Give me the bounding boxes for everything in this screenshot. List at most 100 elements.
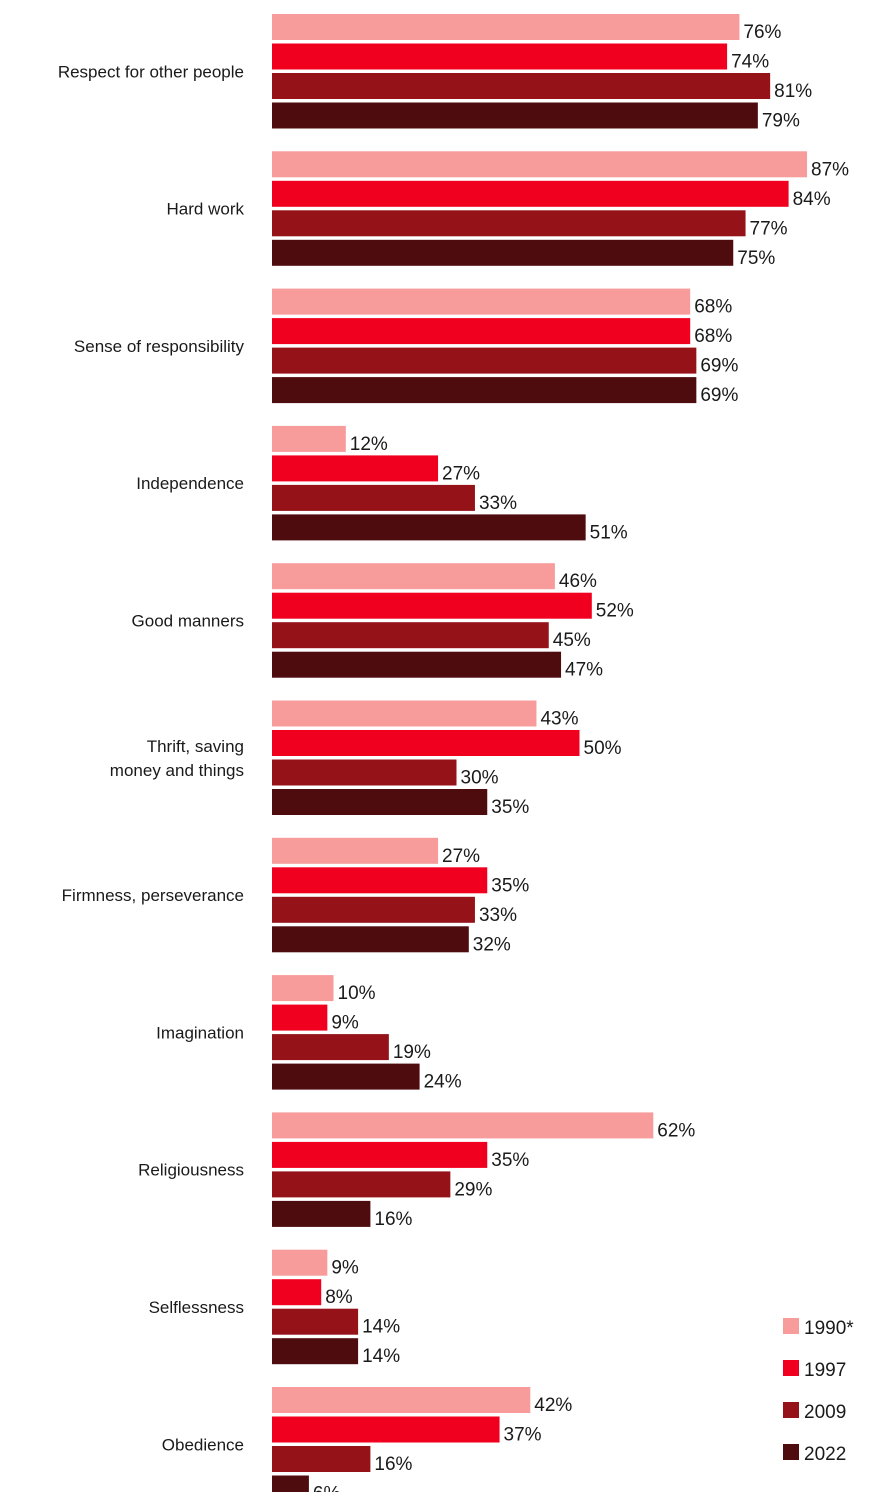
value-label-religiousness-2022: 16% [374, 1209, 412, 1230]
category-label-hard-work: Hard work [167, 200, 245, 219]
value-label-selflessness-2009: 14% [362, 1317, 400, 1338]
value-label-sense-of-responsibility-2009: 69% [700, 356, 738, 377]
bar-sense-of-responsibility-2009 [272, 347, 697, 374]
value-label-good-manners-2009: 45% [553, 630, 591, 651]
bar-obedience-1990 [272, 1387, 531, 1413]
bar-hard-work-2009 [272, 210, 746, 237]
bar-imagination-1997 [272, 1004, 328, 1031]
value-label-religiousness-1997: 35% [491, 1150, 529, 1171]
value-label-imagination-2009: 19% [393, 1042, 431, 1063]
value-label-independence-1990: 12% [350, 434, 388, 455]
category-label-independence: Independence [136, 474, 244, 493]
bar-independence-2009 [272, 484, 475, 511]
legend-swatch-2022 [783, 1444, 799, 1460]
bar-obedience-2022 [272, 1475, 309, 1492]
value-label-independence-1997: 27% [442, 463, 480, 484]
bar-imagination-1990 [272, 975, 334, 1002]
bar-obedience-1997 [272, 1416, 500, 1443]
category-label-selflessness: Selflessness [149, 1298, 244, 1317]
bar-selflessness-2022 [272, 1338, 359, 1365]
bar-hard-work-1990 [272, 151, 808, 178]
bar-thrift-saving-money-and-things-1990 [272, 700, 537, 727]
value-label-thrift-saving-money-and-things-1990: 43% [540, 709, 578, 730]
value-label-respect-for-other-people-2009: 81% [774, 81, 812, 102]
value-label-good-manners-2022: 47% [565, 660, 603, 681]
bar-hard-work-2022 [272, 239, 734, 266]
bar-firmness-perseverance-2009 [272, 896, 475, 923]
value-label-hard-work-2009: 77% [750, 218, 788, 239]
value-label-firmness-perseverance-2009: 33% [479, 905, 517, 926]
category-label-sense-of-responsibility: Sense of responsibility [74, 337, 245, 356]
value-label-obedience-1990: 42% [534, 1395, 572, 1416]
value-label-hard-work-2022: 75% [737, 248, 775, 269]
bar-thrift-saving-money-and-things-2009 [272, 759, 457, 786]
legend-swatch-1997 [783, 1360, 799, 1376]
legend-label-1990: 1990* [804, 1318, 854, 1339]
bar-hard-work-1997 [272, 180, 789, 207]
bar-sense-of-responsibility-1997 [272, 318, 691, 345]
value-label-imagination-1990: 10% [338, 983, 376, 1004]
legend-label-2022: 2022 [804, 1444, 846, 1465]
bar-selflessness-1990 [272, 1249, 328, 1276]
bar-selflessness-2009 [272, 1308, 359, 1335]
bar-good-manners-2009 [272, 622, 549, 649]
value-label-imagination-2022: 24% [424, 1072, 462, 1093]
value-label-selflessness-1997: 8% [325, 1287, 353, 1308]
category-label-obedience: Obedience [162, 1435, 244, 1454]
value-label-respect-for-other-people-2022: 79% [762, 111, 800, 132]
bar-firmness-perseverance-1997 [272, 867, 488, 894]
value-label-sense-of-responsibility-1997: 68% [694, 326, 732, 347]
value-label-good-manners-1997: 52% [596, 601, 634, 622]
bar-independence-1990 [272, 425, 346, 452]
bar-imagination-2022 [272, 1063, 420, 1090]
value-label-firmness-perseverance-1997: 35% [491, 875, 529, 896]
legend-label-2009: 2009 [804, 1402, 846, 1423]
bar-sense-of-responsibility-2022 [272, 377, 697, 404]
value-label-sense-of-responsibility-2022: 69% [700, 385, 738, 406]
legend-swatch-1990 [783, 1318, 799, 1334]
value-label-respect-for-other-people-1997: 74% [731, 52, 769, 73]
bar-good-manners-2022 [272, 651, 562, 678]
bar-firmness-perseverance-1990 [272, 837, 439, 864]
bar-respect-for-other-people-1997 [272, 43, 728, 70]
legend: 1990* 1997 2009 2022 [783, 1318, 854, 1465]
bar-religiousness-1990 [272, 1112, 654, 1139]
bar-independence-1997 [272, 455, 439, 482]
category-label-firmness-perseverance: Firmness, perseverance [62, 886, 244, 905]
value-label-hard-work-1990: 87% [811, 159, 849, 180]
category-label-good-manners: Good manners [132, 611, 244, 630]
value-label-thrift-saving-money-and-things-1997: 50% [584, 738, 622, 759]
bar-religiousness-2009 [272, 1171, 451, 1198]
value-label-firmness-perseverance-2022: 32% [473, 934, 511, 955]
bar-religiousness-2022 [272, 1200, 371, 1227]
bar-thrift-saving-money-and-things-2022 [272, 789, 488, 815]
bar-independence-2022 [272, 514, 586, 541]
bars-group [272, 14, 808, 1492]
value-label-independence-2022: 51% [590, 522, 628, 543]
bar-imagination-2009 [272, 1034, 389, 1061]
value-label-imagination-1997: 9% [331, 1013, 359, 1034]
category-label-religiousness: Religiousness [138, 1161, 244, 1180]
value-label-obedience-1997: 37% [504, 1425, 542, 1446]
bar-religiousness-1997 [272, 1141, 488, 1168]
bar-good-manners-1990 [272, 563, 555, 590]
value-labels-group: 76% 74%81% 79% 87% 84%77% 75% 68% 68% 69% 69% 12% 2… [313, 22, 849, 1492]
bar-firmness-perseverance-2022 [272, 926, 469, 953]
legend-swatch-2009 [783, 1402, 799, 1418]
value-label-sense-of-responsibility-1990: 68% [694, 297, 732, 318]
value-label-hard-work-1997: 84% [793, 189, 831, 210]
value-label-selflessness-2022: 14% [362, 1346, 400, 1367]
category-labels-group: Respect for other people Hard work Sense o… [58, 62, 245, 1454]
value-label-religiousness-1990: 62% [657, 1120, 695, 1141]
bar-selflessness-1997 [272, 1279, 322, 1306]
value-label-selflessness-1990: 9% [331, 1258, 359, 1279]
value-label-thrift-saving-money-and-things-2009: 30% [461, 768, 499, 789]
value-label-thrift-saving-money-and-things-2022: 35% [491, 797, 529, 818]
bar-good-manners-1997 [272, 592, 592, 619]
value-label-respect-for-other-people-1990: 76% [743, 22, 781, 43]
category-label-imagination: Imagination [156, 1023, 244, 1042]
value-label-independence-2009: 33% [479, 493, 517, 514]
value-label-good-manners-1990: 46% [559, 571, 597, 592]
value-label-religiousness-2009: 29% [454, 1179, 492, 1200]
